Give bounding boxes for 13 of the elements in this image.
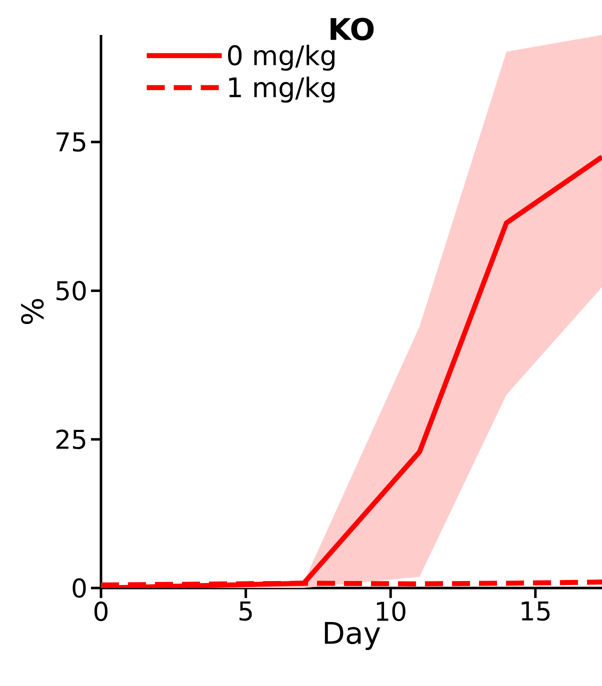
y-tick-label: 25 bbox=[56, 430, 86, 450]
y-tick-label: 0 bbox=[72, 578, 86, 598]
x-tick-label: 0 bbox=[94, 602, 108, 622]
x-tick-label: 10 bbox=[376, 602, 406, 622]
x-tick-label: 15 bbox=[522, 602, 550, 621]
x-tick-label: 5 bbox=[240, 602, 252, 621]
legend-label: 1 mg/kg bbox=[229, 76, 334, 103]
y-tick-label: 50 bbox=[56, 280, 86, 300]
y-axis-title: % bbox=[21, 298, 44, 324]
x-axis-title: Day bbox=[324, 622, 380, 650]
chart-title: KO bbox=[330, 18, 374, 40]
y-tick-label: 75 bbox=[56, 132, 86, 152]
legend-label: 0 mg/kg bbox=[228, 44, 334, 71]
